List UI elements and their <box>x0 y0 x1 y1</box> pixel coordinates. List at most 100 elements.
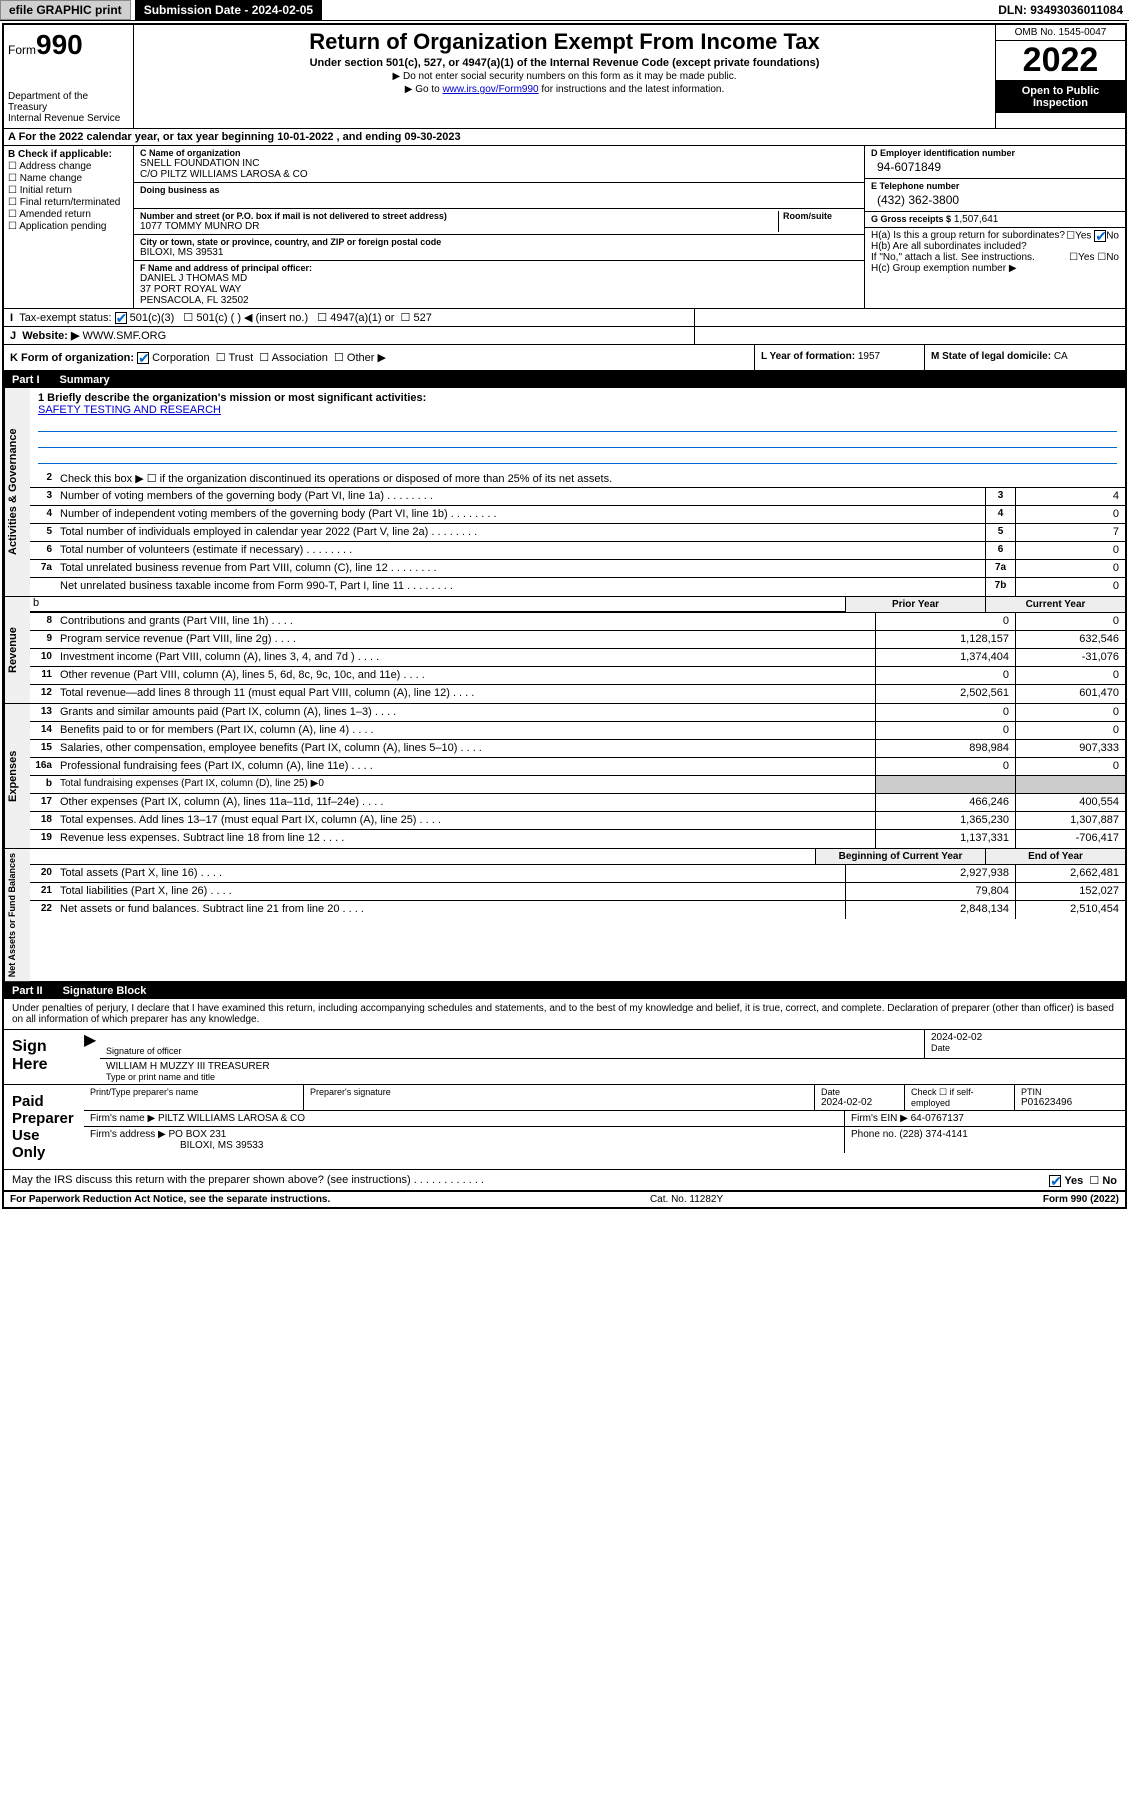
col-current-year: Current Year <box>985 597 1125 612</box>
irs-link[interactable]: www.irs.gov/Form990 <box>442 84 538 95</box>
table-row: 22Net assets or fund balances. Subtract … <box>30 901 1125 919</box>
firm-addr1: PO BOX 231 <box>169 1129 227 1140</box>
form-word: Form <box>8 43 36 57</box>
part-2-header: Part IISignature Block <box>4 983 1125 999</box>
section-b: B Check if applicable: ☐ Address change … <box>4 146 134 308</box>
footer-left: For Paperwork Reduction Act Notice, see … <box>10 1194 330 1205</box>
h-c: H(c) Group exemption number ▶ <box>871 263 1119 274</box>
org-city: BILOXI, MS 39531 <box>140 247 858 258</box>
officer-addr1: 37 PORT ROYAL WAY <box>140 284 858 295</box>
section-d: D Employer identification number 94-6071… <box>865 146 1125 308</box>
header-left: Form990 Department of the Treasury Inter… <box>4 25 134 128</box>
header-right: OMB No. 1545-0047 2022 Open to Public In… <box>995 25 1125 128</box>
table-row: 19Revenue less expenses. Subtract line 1… <box>30 830 1125 848</box>
open-inspection-badge: Open to Public Inspection <box>996 81 1125 113</box>
form-title: Return of Organization Exempt From Incom… <box>142 29 987 55</box>
section-c: C Name of organization SNELL FOUNDATION … <box>134 146 865 308</box>
year-formation: 1957 <box>858 351 880 362</box>
ha-no-check[interactable] <box>1094 230 1106 242</box>
sig-date: 2024-02-02 <box>931 1032 1119 1043</box>
form-container: Form990 Department of the Treasury Inter… <box>2 23 1127 1209</box>
mission-text-link[interactable]: SAFETY TESTING AND RESEARCH <box>38 404 221 416</box>
topbar: efile GRAPHIC print Submission Date - 20… <box>0 0 1129 21</box>
mission-label: 1 Briefly describe the organization's mi… <box>38 392 1117 404</box>
gross-receipts-value: 1,507,641 <box>954 214 999 225</box>
discuss-row: May the IRS discuss this return with the… <box>4 1170 1125 1192</box>
efile-print-button[interactable]: efile GRAPHIC print <box>0 0 131 20</box>
self-employed-check[interactable]: Check ☐ if self-employed <box>905 1085 1015 1110</box>
officer-name: DANIEL J THOMAS MD <box>140 273 858 284</box>
omb-label: OMB No. 1545-0047 <box>996 25 1125 41</box>
footer-right: Form 990 (2022) <box>1043 1194 1119 1205</box>
check-initial-return[interactable]: ☐ Initial return <box>8 185 129 196</box>
table-row: 13Grants and similar amounts paid (Part … <box>30 704 1125 722</box>
irs-label: Internal Revenue Service <box>8 113 129 124</box>
preparer-date: 2024-02-02 <box>821 1097 898 1108</box>
row-j: J Website: ▶ WWW.SMF.ORG <box>4 327 1125 345</box>
check-501c3[interactable] <box>115 312 127 324</box>
form-subtitle: Under section 501(c), 527, or 4947(a)(1)… <box>142 57 987 69</box>
footer-mid: Cat. No. 11282Y <box>650 1194 723 1205</box>
table-row: 11Other revenue (Part VIII, column (A), … <box>30 667 1125 685</box>
paid-preparer-row: Paid Preparer Use Only Print/Type prepar… <box>4 1085 1125 1170</box>
website-value: WWW.SMF.ORG <box>82 330 166 342</box>
firm-addr2: BILOXI, MS 39533 <box>180 1140 263 1151</box>
table-row: 17Other expenses (Part IX, column (A), l… <box>30 794 1125 812</box>
col-prior-year: Prior Year <box>845 597 985 612</box>
form-note2: ▶ Go to www.irs.gov/Form990 for instruct… <box>142 84 987 95</box>
table-row: 20Total assets (Part X, line 16) . . . .… <box>30 865 1125 883</box>
h-a: H(a) Is this a group return for subordin… <box>871 230 1119 241</box>
firm-phone: (228) 374-4141 <box>899 1129 967 1140</box>
org-name-co: C/O PILTZ WILLIAMS LAROSA & CO <box>140 169 858 180</box>
part-1-header: Part ISummary <box>4 372 1125 388</box>
table-row: 16aProfessional fundraising fees (Part I… <box>30 758 1125 776</box>
discuss-yes-check[interactable] <box>1049 1175 1061 1187</box>
check-name-change[interactable]: ☐ Name change <box>8 173 129 184</box>
dln-label: DLN: 93493036011084 <box>998 3 1129 17</box>
ein-value: 94-6071849 <box>871 158 1119 176</box>
table-row: 8Contributions and grants (Part VIII, li… <box>30 613 1125 631</box>
table-row: 9Program service revenue (Part VIII, lin… <box>30 631 1125 649</box>
dept-label: Department of the Treasury <box>8 91 129 113</box>
form-header: Form990 Department of the Treasury Inter… <box>4 25 1125 129</box>
block-bcd: B Check if applicable: ☐ Address change … <box>4 146 1125 309</box>
firm-name: PILTZ WILLIAMS LAROSA & CO <box>158 1113 305 1124</box>
table-row: 12Total revenue—add lines 8 through 11 (… <box>30 685 1125 703</box>
sidebar-net-assets: Net Assets or Fund Balances <box>4 849 30 981</box>
net-assets-section: Net Assets or Fund Balances Beginning of… <box>4 849 1125 983</box>
check-app-pending[interactable]: ☐ Application pending <box>8 221 129 232</box>
row-a-tax-year: A For the 2022 calendar year, or tax yea… <box>4 129 1125 146</box>
ptin-value: P01623496 <box>1021 1097 1119 1108</box>
table-row: 10Investment income (Part VIII, column (… <box>30 649 1125 667</box>
sidebar-governance: Activities & Governance <box>4 388 30 596</box>
telephone-value: (432) 362-3800 <box>871 191 1119 209</box>
h-b: H(b) Are all subordinates included? ☐Yes… <box>871 241 1119 252</box>
table-row: 21Total liabilities (Part X, line 26) . … <box>30 883 1125 901</box>
check-corporation[interactable] <box>137 352 149 364</box>
revenue-section: Revenue bPrior YearCurrent Year 8Contrib… <box>4 597 1125 704</box>
officer-addr2: PENSACOLA, FL 32502 <box>140 295 858 306</box>
governance-section: Activities & Governance 1 Briefly descri… <box>4 388 1125 597</box>
table-row: 15Salaries, other compensation, employee… <box>30 740 1125 758</box>
state-domicile: CA <box>1054 351 1068 362</box>
col-eoy: End of Year <box>985 849 1125 864</box>
firm-ein: 64-0767137 <box>911 1113 964 1124</box>
org-address: 1077 TOMMY MUNRO DR <box>140 221 778 232</box>
tax-year: 2022 <box>996 41 1125 81</box>
expenses-section: Expenses 13Grants and similar amounts pa… <box>4 704 1125 849</box>
org-name: SNELL FOUNDATION INC <box>140 158 858 169</box>
check-amended[interactable]: ☐ Amended return <box>8 209 129 220</box>
sig-intro: Under penalties of perjury, I declare th… <box>4 999 1125 1030</box>
row-i: I Tax-exempt status: 501(c)(3) ☐ 501(c) … <box>4 309 1125 327</box>
check-final-return[interactable]: ☐ Final return/terminated <box>8 197 129 208</box>
sidebar-revenue: Revenue <box>4 597 30 703</box>
submission-date-badge: Submission Date - 2024-02-05 <box>135 0 322 20</box>
sidebar-expenses: Expenses <box>4 704 30 848</box>
check-address-change[interactable]: ☐ Address change <box>8 161 129 172</box>
header-center: Return of Organization Exempt From Incom… <box>134 25 995 128</box>
footer: For Paperwork Reduction Act Notice, see … <box>4 1192 1125 1207</box>
row-k: K Form of organization: Corporation ☐ Tr… <box>4 345 1125 372</box>
col-boy: Beginning of Current Year <box>815 849 985 864</box>
form-note1: ▶ Do not enter social security numbers o… <box>142 71 987 82</box>
sign-here-row: Sign Here ▶ Signature of officer 2024-02… <box>4 1030 1125 1085</box>
